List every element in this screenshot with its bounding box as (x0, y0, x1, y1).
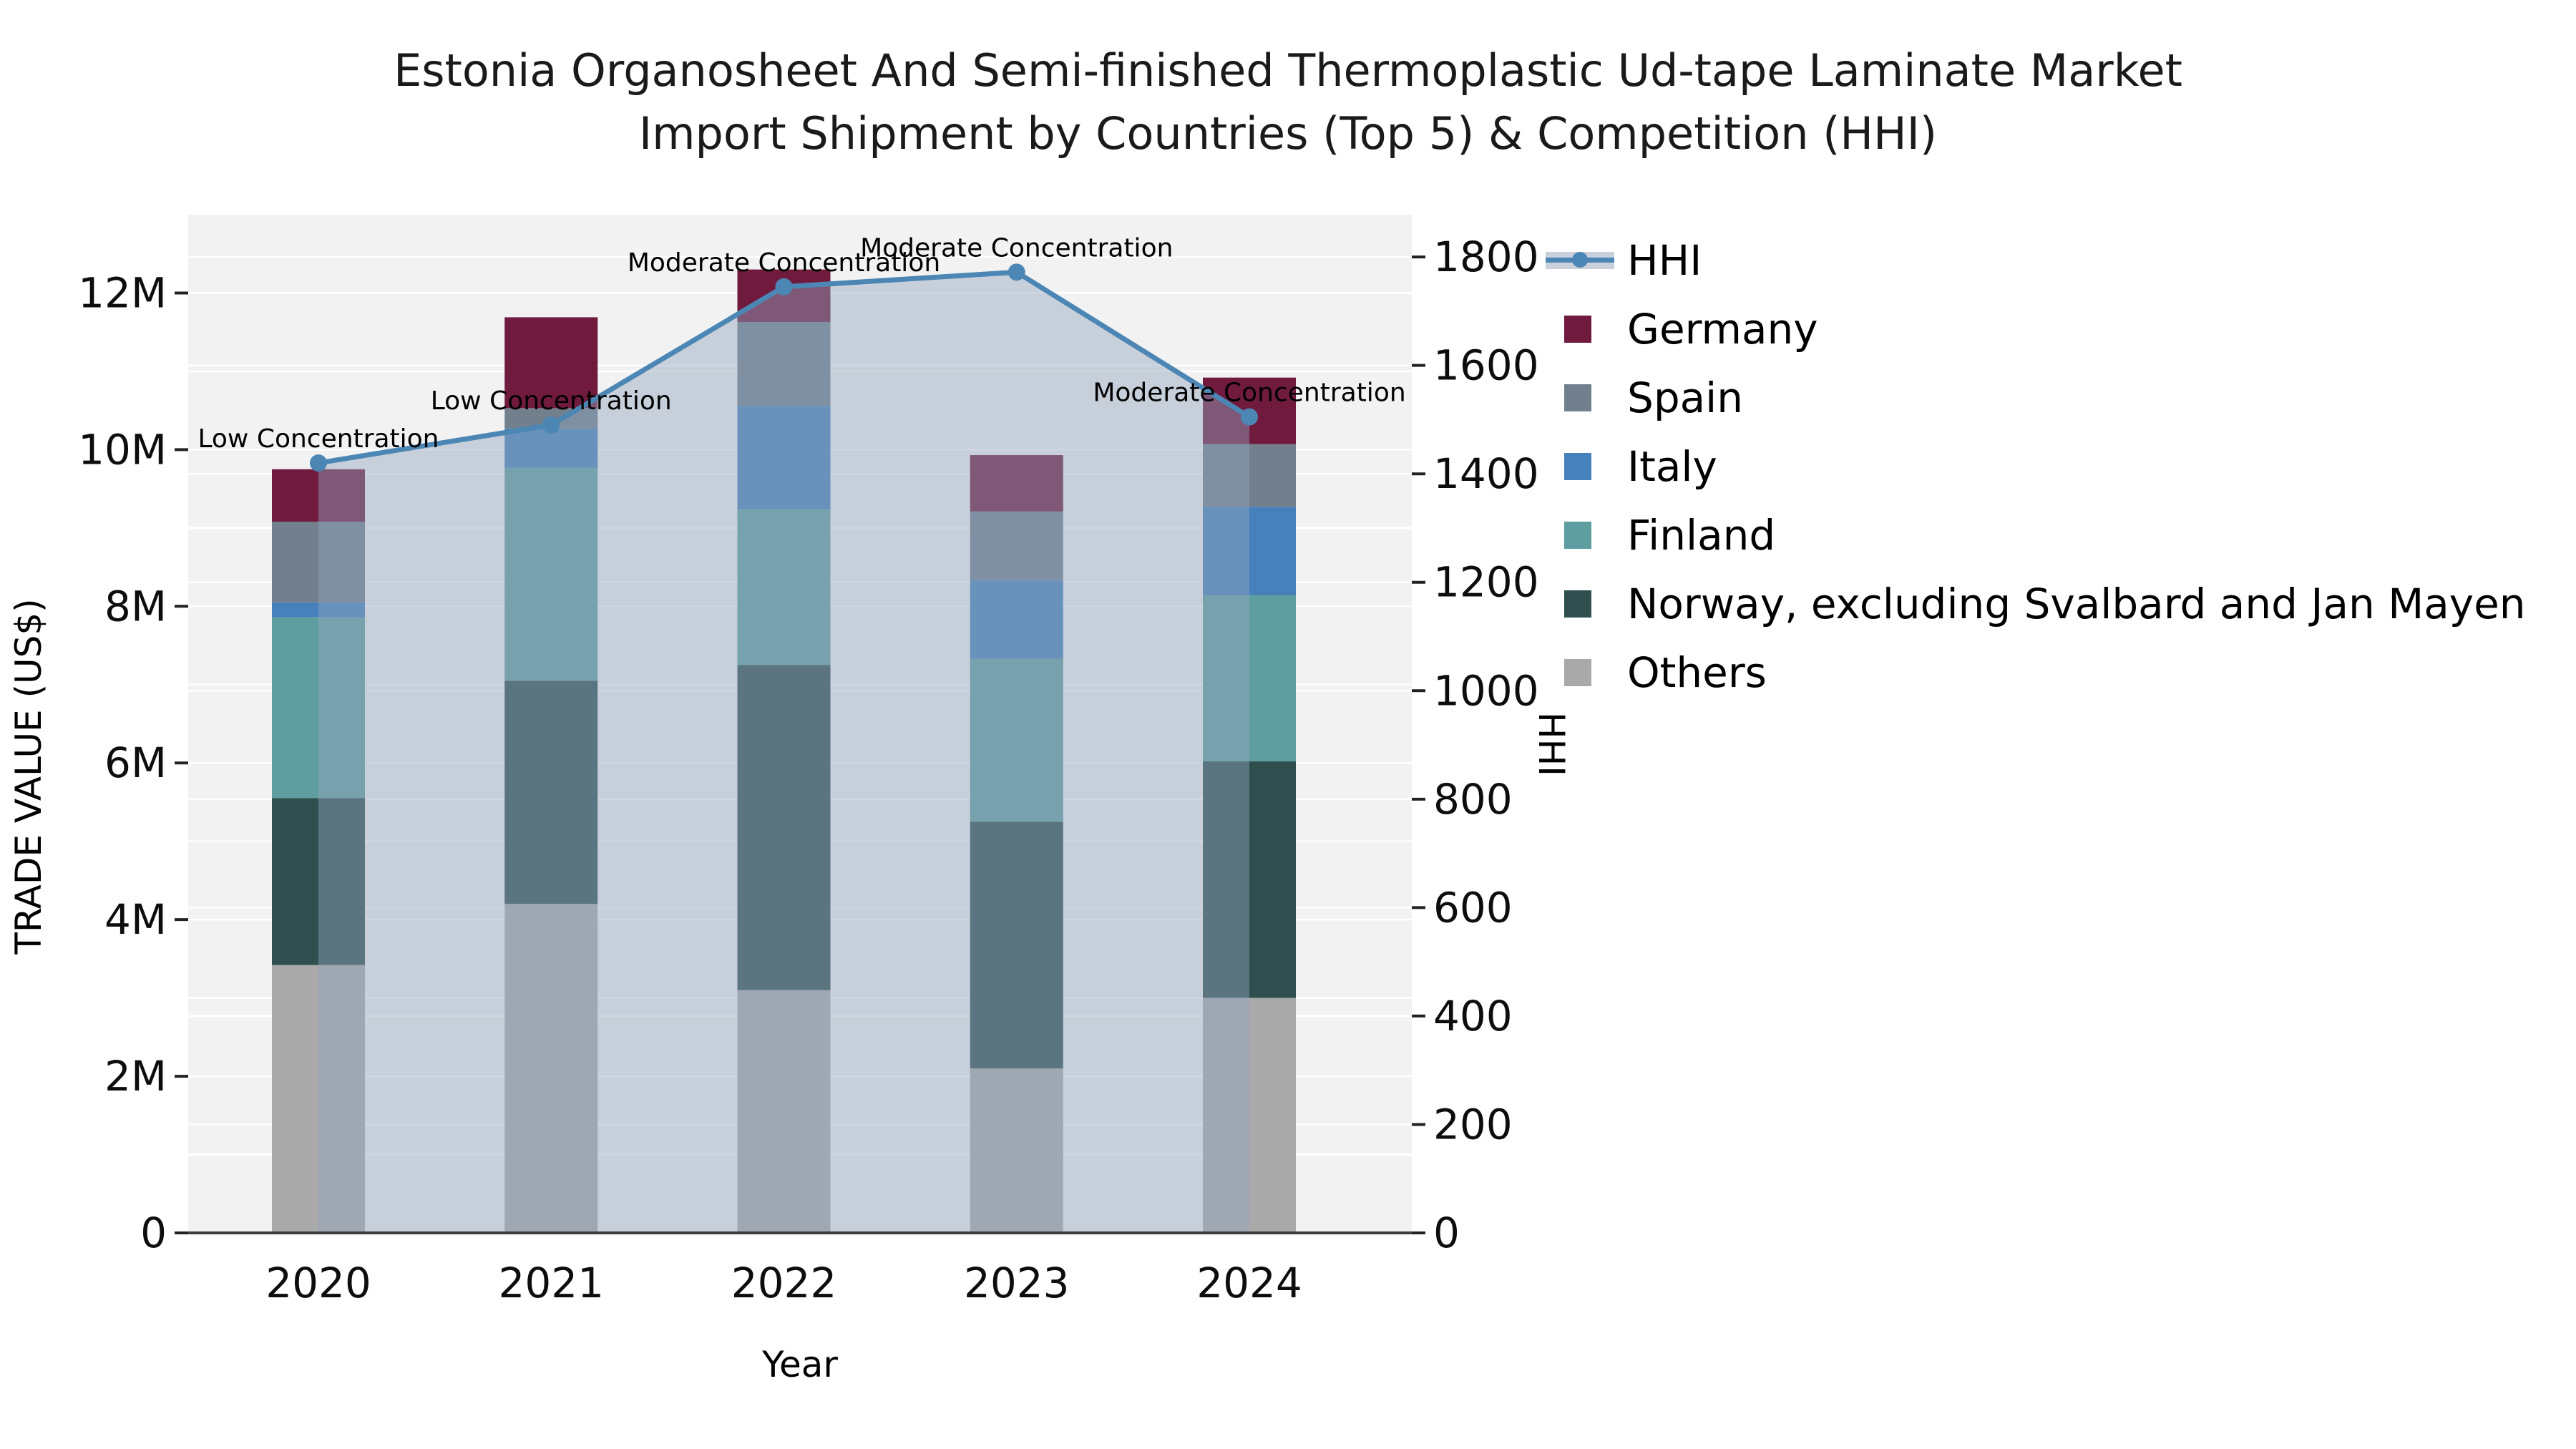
y-right-tick-label: 1400 (1433, 449, 1539, 498)
bar-segment-2020 (272, 602, 365, 618)
legend-swatch-color (1564, 522, 1591, 549)
bar-segment-2024 (1203, 761, 1296, 998)
annotation-2023: Moderate Concentration (860, 233, 1173, 263)
hhi-marker-2020 (310, 454, 327, 472)
legend-color-swatch (1546, 295, 1624, 364)
bar-segment-2022 (737, 990, 831, 1233)
legend-swatch-color (1564, 659, 1591, 686)
bar-segment-2022 (737, 509, 831, 665)
hhi-area-fill (318, 272, 1249, 1234)
legend-label: Germany (1627, 305, 1818, 353)
x-tick-label-2023: 2023 (964, 1259, 1070, 1307)
bar-segment-2022 (737, 406, 831, 509)
legend-hhi-marker (1572, 252, 1588, 268)
y-right-tick-label: 400 (1433, 992, 1513, 1040)
legend-item: Finland (1546, 501, 2526, 570)
legend-label: Others (1627, 648, 1767, 697)
legend-label: HHI (1627, 236, 1702, 285)
legend-label: Spain (1627, 374, 1744, 422)
chart-title-line1: Estonia Organosheet And Semi-finished Th… (394, 44, 2182, 97)
y-left-tick-label: 2M (104, 1052, 167, 1101)
x-tick-label-2022: 2022 (731, 1259, 837, 1307)
y-right-tick-label: 800 (1433, 775, 1513, 824)
hhi-marker-2022 (775, 278, 793, 296)
bar-segment-2023 (970, 658, 1063, 822)
bar-segment-2020 (272, 798, 365, 965)
bar-segment-2023 (970, 821, 1063, 1069)
bar-segment-2023 (970, 455, 1063, 512)
legend-swatch-color (1564, 453, 1591, 480)
bar-segment-2020 (272, 965, 365, 1233)
annotation-2021: Low Concentration (431, 386, 672, 416)
bar-segment-2024 (1203, 444, 1296, 507)
legend-item: Italy (1546, 432, 2526, 501)
y-right-tick-label: 200 (1433, 1100, 1513, 1148)
bar-segment-2023 (970, 511, 1063, 581)
hhi-marker-2024 (1241, 408, 1258, 426)
legend-label: Norway, excluding Svalbard and Jan Mayen (1627, 580, 2526, 628)
y-left-tick-label: 8M (104, 582, 167, 630)
bar-segment-2022 (737, 665, 831, 990)
x-axis-title: Year (762, 1344, 838, 1385)
bar-segment-2023 (970, 1068, 1063, 1233)
legend-color-swatch (1546, 638, 1624, 707)
hhi-marker-2023 (1008, 263, 1025, 281)
annotation-2020: Low Concentration (197, 424, 439, 454)
legend-color-swatch (1546, 570, 1624, 638)
bar-segment-2021 (504, 467, 598, 681)
chart-title-line2: Import Shipment by Countries (Top 5) & C… (638, 107, 1938, 160)
legend-item: Spain (1546, 364, 2526, 432)
bar-segment-2024 (1203, 507, 1296, 595)
y-axis-left-title: TRADE VALUE (US$) (8, 598, 49, 955)
bar-segment-2020 (272, 469, 365, 522)
hhi-marker-2021 (542, 416, 560, 434)
y-left-tick-label: 4M (104, 895, 167, 944)
legend-label: Italy (1627, 442, 1717, 491)
bar-segment-2024 (1203, 595, 1296, 762)
legend-item: Others (1546, 638, 2526, 707)
y-axis-right-title: HHI (1531, 712, 1572, 776)
legend-swatch-color (1564, 384, 1591, 411)
bar-segment-2021 (504, 317, 598, 409)
legend-hhi-line-icon (1546, 226, 1624, 295)
bar-segment-2020 (272, 617, 365, 799)
legend-swatch-color (1564, 590, 1591, 618)
annotation-2024: Moderate Concentration (1093, 379, 1405, 408)
y-left-tick-label: 10M (78, 425, 167, 474)
legend: HHI Germany Spain Italy Finland Norway, exclu… (1546, 226, 2526, 707)
bar-segment-2022 (737, 321, 831, 406)
legend-color-swatch (1546, 432, 1624, 501)
bar-segment-2021 (504, 428, 598, 468)
legend-color-swatch (1546, 364, 1624, 432)
y-right-tick-label: 1000 (1433, 666, 1539, 715)
legend-item: HHI (1546, 226, 2526, 295)
bar-segment-2021 (504, 904, 598, 1233)
bar-segment-2021 (504, 680, 598, 904)
legend-color-swatch (1546, 501, 1624, 570)
y-right-tick-label: 0 (1433, 1209, 1460, 1257)
y-right-tick-label: 1200 (1433, 558, 1539, 607)
y-left-tick-label: 6M (104, 738, 167, 787)
annotation-2022: Moderate Concentration (628, 248, 940, 278)
y-right-tick-label: 1800 (1433, 233, 1539, 281)
bar-segment-2020 (272, 522, 365, 602)
bar-segment-2024 (1203, 997, 1296, 1233)
x-tick-label-2020: 2020 (265, 1259, 371, 1307)
legend-label: Finland (1627, 511, 1776, 560)
y-right-tick-label: 1600 (1433, 341, 1539, 390)
y-right-tick-label: 600 (1433, 883, 1513, 932)
x-tick-label-2024: 2024 (1196, 1259, 1302, 1307)
legend-item: Germany (1546, 295, 2526, 364)
y-left-tick-label: 0 (140, 1209, 167, 1257)
y-left-tick-label: 12M (78, 268, 167, 317)
legend-swatch-color (1564, 316, 1591, 343)
legend-item: Norway, excluding Svalbard and Jan Mayen (1546, 570, 2526, 638)
bar-segment-2023 (970, 580, 1063, 659)
x-tick-label-2021: 2021 (498, 1259, 604, 1307)
